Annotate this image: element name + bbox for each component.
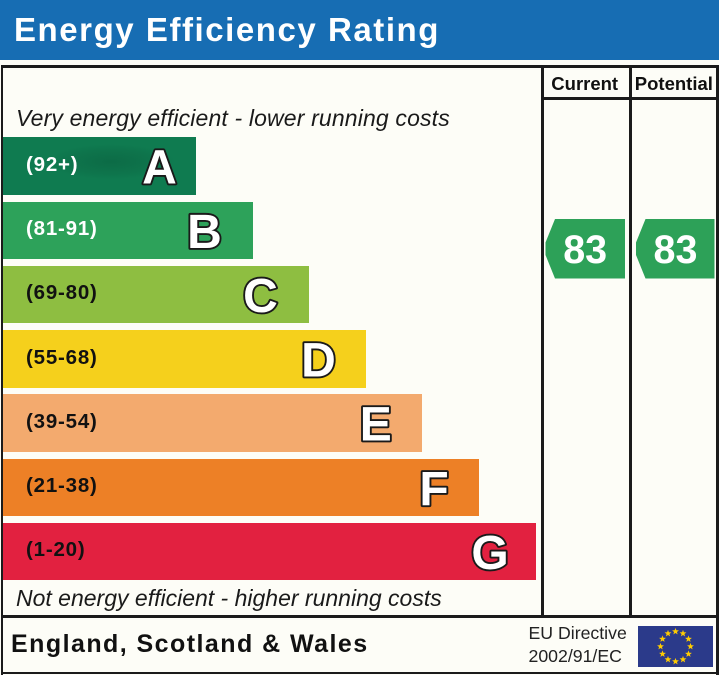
svg-text:D: D <box>301 334 336 387</box>
svg-text:E: E <box>360 399 392 452</box>
svg-text:83: 83 <box>654 228 698 272</box>
svg-text:G: G <box>471 527 508 580</box>
svg-text:A: A <box>142 142 177 195</box>
svg-text:C: C <box>243 270 278 323</box>
svg-text:83: 83 <box>563 228 607 272</box>
svg-text:B: B <box>187 206 222 259</box>
svg-text:F: F <box>419 463 448 516</box>
